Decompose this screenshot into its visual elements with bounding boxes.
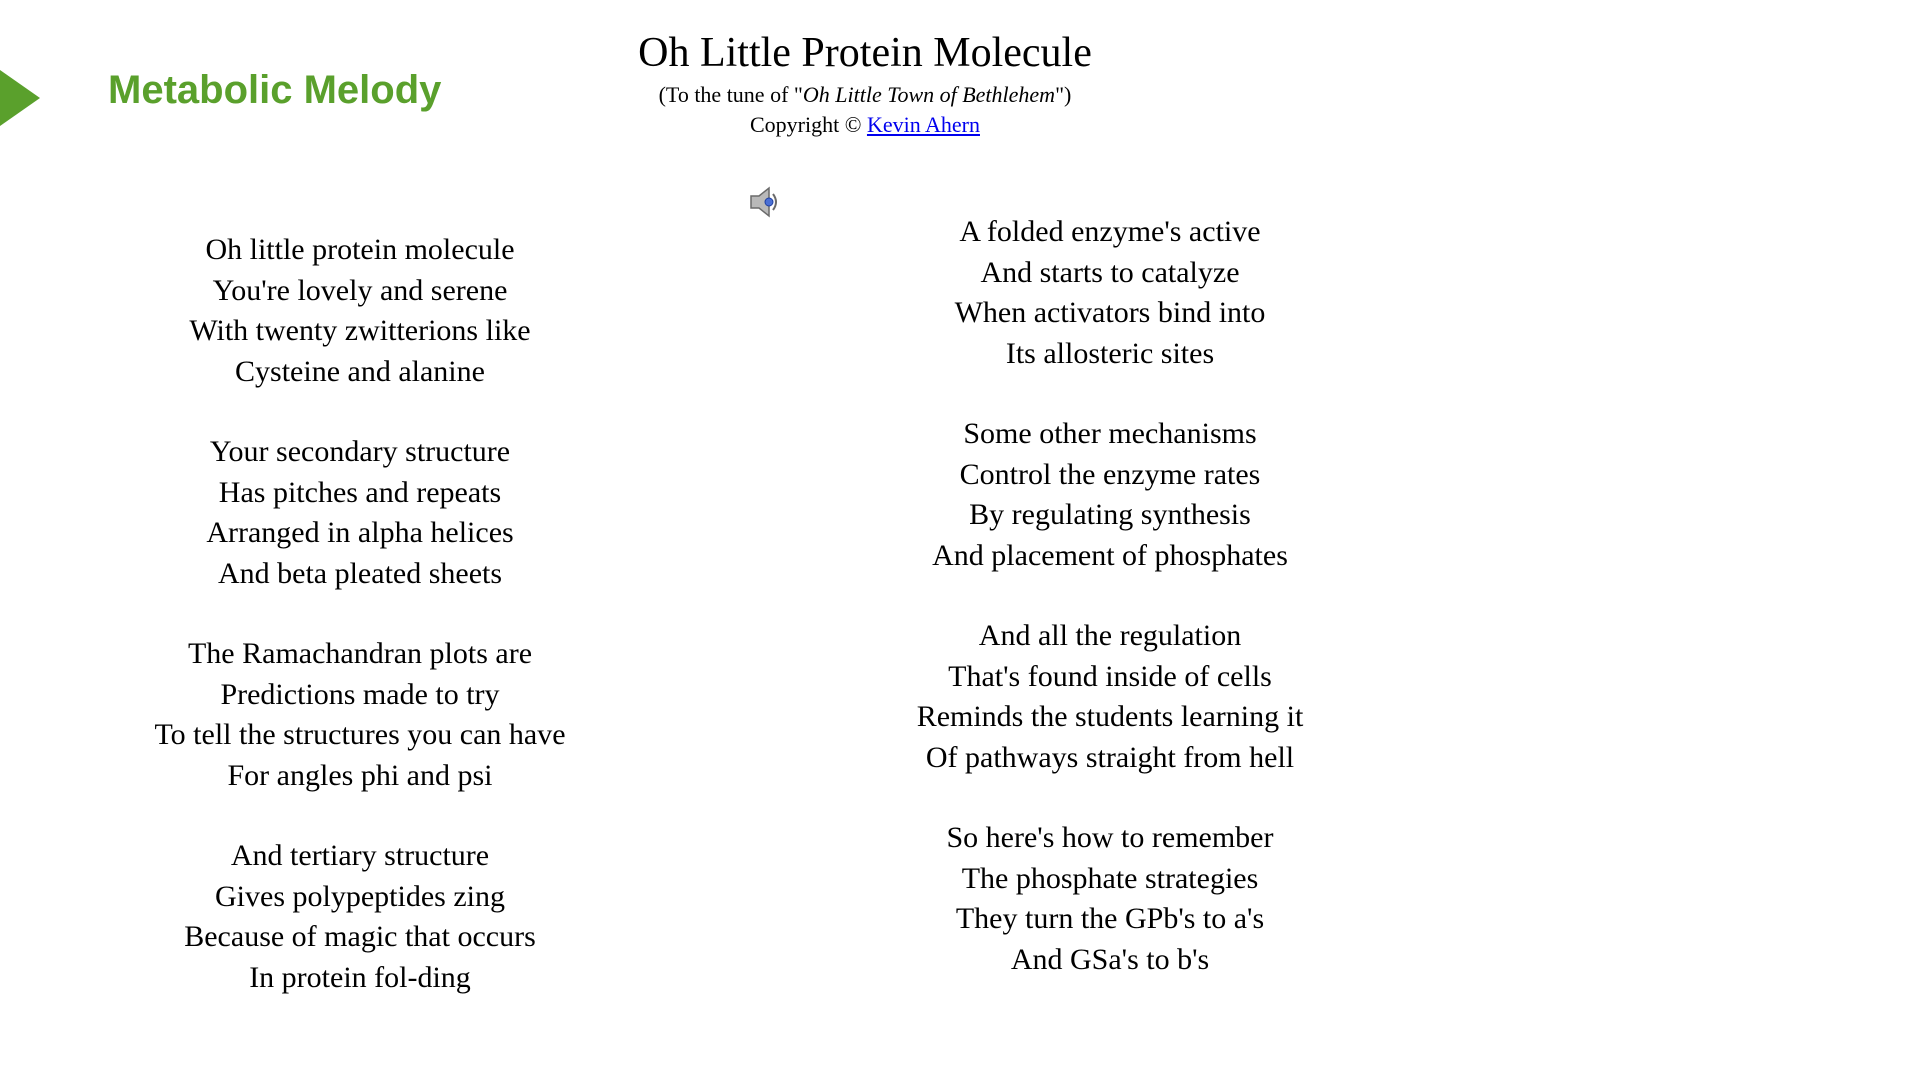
lyric-line: You're lovely and serene [100, 271, 620, 312]
slide: Metabolic Melody Oh Little Protein Molec… [0, 0, 1920, 1080]
copyright-line: Copyright © Kevin Ahern [545, 112, 1185, 138]
subtitle-prefix: (To the tune of " [659, 82, 803, 107]
lyric-line: Its allosteric sites [850, 334, 1370, 375]
lyric-line: Predictions made to try [100, 675, 620, 716]
lyric-line: And tertiary structure [100, 836, 620, 877]
lyric-line: With twenty zwitterions like [100, 311, 620, 352]
lyric-line: A folded enzyme's active [850, 212, 1370, 253]
song-title: Oh Little Protein Molecule [545, 30, 1185, 76]
lyric-line: Because of magic that occurs [100, 917, 620, 958]
lyric-line: So here's how to remember [850, 818, 1370, 859]
lyric-line: And beta pleated sheets [100, 554, 620, 595]
stanza: Your secondary structureHas pitches and … [100, 432, 620, 594]
stanza: And tertiary structureGives polypeptides… [100, 836, 620, 998]
lyric-line: The Ramachandran plots are [100, 634, 620, 675]
lyric-line: Some other mechanisms [850, 414, 1370, 455]
subtitle-suffix: ") [1055, 82, 1071, 107]
title-block: Oh Little Protein Molecule (To the tune … [545, 30, 1185, 138]
tune-subtitle: (To the tune of "Oh Little Town of Bethl… [545, 82, 1185, 108]
stanza: So here's how to rememberThe phosphate s… [850, 818, 1370, 980]
stanza: Some other mechanismsControl the enzyme … [850, 414, 1370, 576]
lyric-line: The phosphate strategies [850, 859, 1370, 900]
lyric-line: And GSa's to b's [850, 940, 1370, 981]
lyrics-column-right: A folded enzyme's activeAnd starts to ca… [850, 212, 1370, 980]
lyric-line: Cysteine and alanine [100, 352, 620, 393]
stanza: The Ramachandran plots arePredictions ma… [100, 634, 620, 796]
lyrics-column-left: Oh little protein moleculeYou're lovely … [100, 230, 620, 998]
lyric-line: Reminds the students learning it [850, 697, 1370, 738]
lyric-line: And starts to catalyze [850, 253, 1370, 294]
lyric-line: Arranged in alpha helices [100, 513, 620, 554]
lyric-line: In protein fol-ding [100, 958, 620, 999]
speaker-icon[interactable] [745, 180, 789, 224]
stanza: Oh little protein moleculeYou're lovely … [100, 230, 620, 392]
lyric-line: That's found inside of cells [850, 657, 1370, 698]
lyric-line: And all the regulation [850, 616, 1370, 657]
lyric-line: By regulating synthesis [850, 495, 1370, 536]
lyric-line: And placement of phosphates [850, 536, 1370, 577]
lyric-line: Oh little protein molecule [100, 230, 620, 271]
stanza: A folded enzyme's activeAnd starts to ca… [850, 212, 1370, 374]
copyright-prefix: Copyright © [750, 112, 867, 137]
lyric-line: Of pathways straight from hell [850, 738, 1370, 779]
slide-label: Metabolic Melody [108, 68, 441, 113]
chevron-icon [0, 70, 40, 126]
lyric-line: To tell the structures you can have [100, 715, 620, 756]
lyric-line: Your secondary structure [100, 432, 620, 473]
lyric-line: For angles phi and psi [100, 756, 620, 797]
lyric-line: Has pitches and repeats [100, 473, 620, 514]
lyric-line: Gives polypeptides zing [100, 877, 620, 918]
lyric-line: Control the enzyme rates [850, 455, 1370, 496]
lyric-line: When activators bind into [850, 293, 1370, 334]
subtitle-tune-name: Oh Little Town of Bethlehem [803, 82, 1055, 107]
stanza: And all the regulationThat's found insid… [850, 616, 1370, 778]
lyric-line: They turn the GPb's to a's [850, 899, 1370, 940]
author-link[interactable]: Kevin Ahern [867, 112, 980, 137]
